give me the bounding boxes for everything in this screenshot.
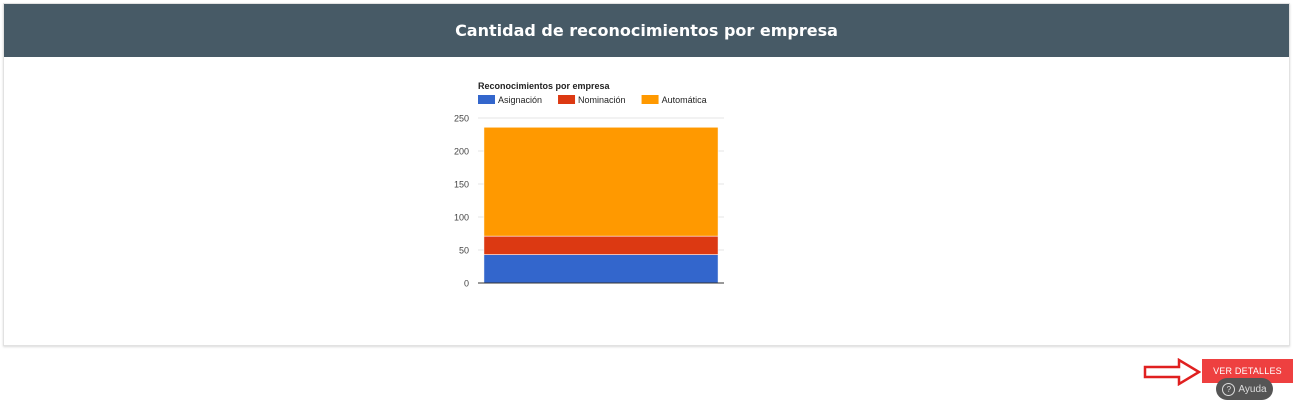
legend-swatch [641,95,659,104]
legend-label: Nominación [578,95,626,105]
chart-title: Reconocimientos por empresa [478,81,611,91]
chart-card: Cantidad de reconocimientos por empresa [3,3,1290,346]
y-tick-label: 250 [454,114,469,124]
y-tick-label: 150 [454,180,469,190]
card-header: Cantidad de reconocimientos por empresa [4,4,1289,57]
legend-label: Automática [662,95,707,105]
y-tick-label: 200 [454,147,469,157]
bar-segment [483,254,719,284]
legend-swatch [558,95,576,104]
chart-legend: Asignación Nominación Automática [478,95,707,105]
arrow-right-icon [1143,358,1201,386]
question-circle-icon: ? [1222,382,1236,396]
y-axis: 0 50 100 150 200 250 [454,114,469,289]
chart-bars [483,126,719,284]
bar-segment [483,126,719,237]
help-button[interactable]: ? Ayuda [1216,378,1273,400]
page-title: Cantidad de reconocimientos por empresa [455,21,838,40]
y-tick-label: 50 [459,246,469,256]
bar-segment [483,235,719,255]
legend-swatch [478,95,495,104]
legend-label: Asignación [498,95,542,105]
y-tick-label: 0 [464,279,469,289]
y-tick-label: 100 [454,213,469,223]
help-label: Ayuda [1238,383,1267,395]
